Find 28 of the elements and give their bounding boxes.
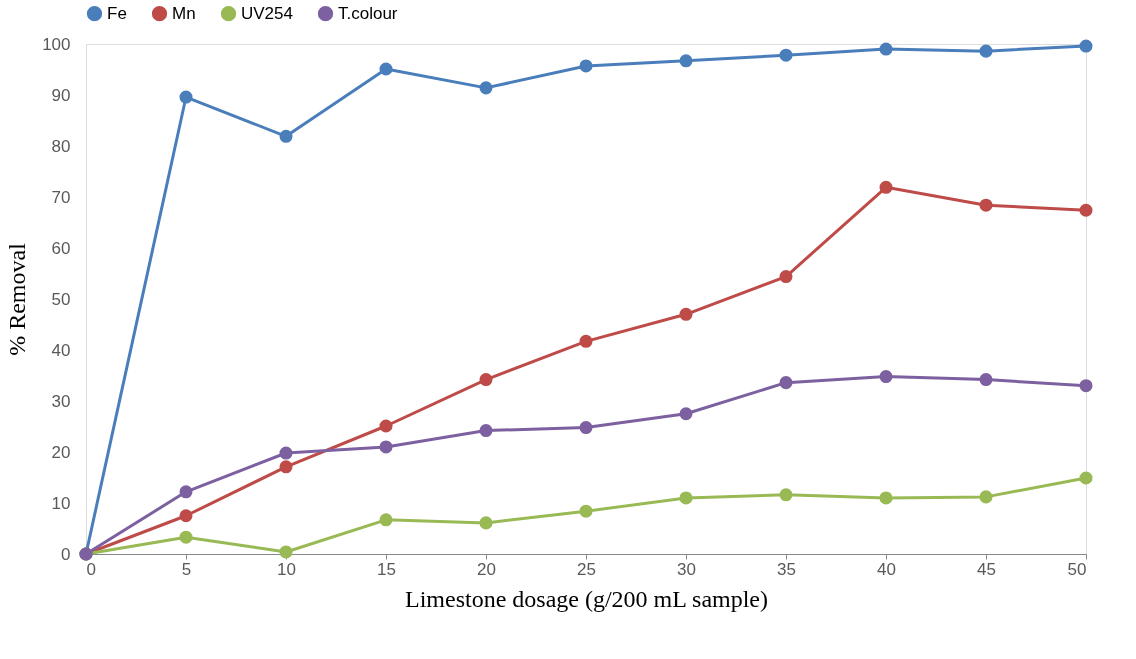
y-tick-label: 30 [51, 391, 71, 411]
y-axis-title: % Removal [4, 242, 31, 356]
x-tick-label: 5 [181, 559, 192, 579]
x-tick-label: 30 [677, 559, 696, 579]
x-tick-label: 50 [1067, 559, 1087, 579]
x-tick-label: 10 [277, 559, 296, 579]
y-tick-label: 70 [51, 187, 71, 207]
x-axis-title: Limestone dosage (g/200 mL sample) [404, 585, 769, 612]
y-tick-label: 10 [51, 493, 71, 513]
x-tick-label: 0 [86, 559, 96, 579]
x-tick-label: 20 [477, 559, 496, 579]
y-tick-label: 40 [51, 340, 71, 360]
y-tick-label: 100 [42, 34, 71, 54]
x-tick-label: 40 [877, 559, 896, 579]
y-tick-label: 60 [51, 238, 71, 258]
legend-label: Fe [107, 3, 127, 23]
x-tick-label: 15 [377, 559, 396, 579]
y-tick-label: 0 [61, 544, 71, 564]
legend-label: T.colour [338, 3, 398, 23]
y-tick-label: 20 [51, 442, 71, 462]
legend-label: Mn [172, 3, 196, 23]
y-tick-label: 90 [51, 85, 71, 105]
y-tick-label: 50 [51, 289, 71, 309]
y-tick-label: 80 [51, 136, 71, 156]
x-tick-label: 35 [777, 559, 796, 579]
x-tick-label: 45 [977, 559, 996, 579]
legend-label: UV254 [241, 3, 293, 23]
x-tick-label: 25 [577, 559, 596, 579]
